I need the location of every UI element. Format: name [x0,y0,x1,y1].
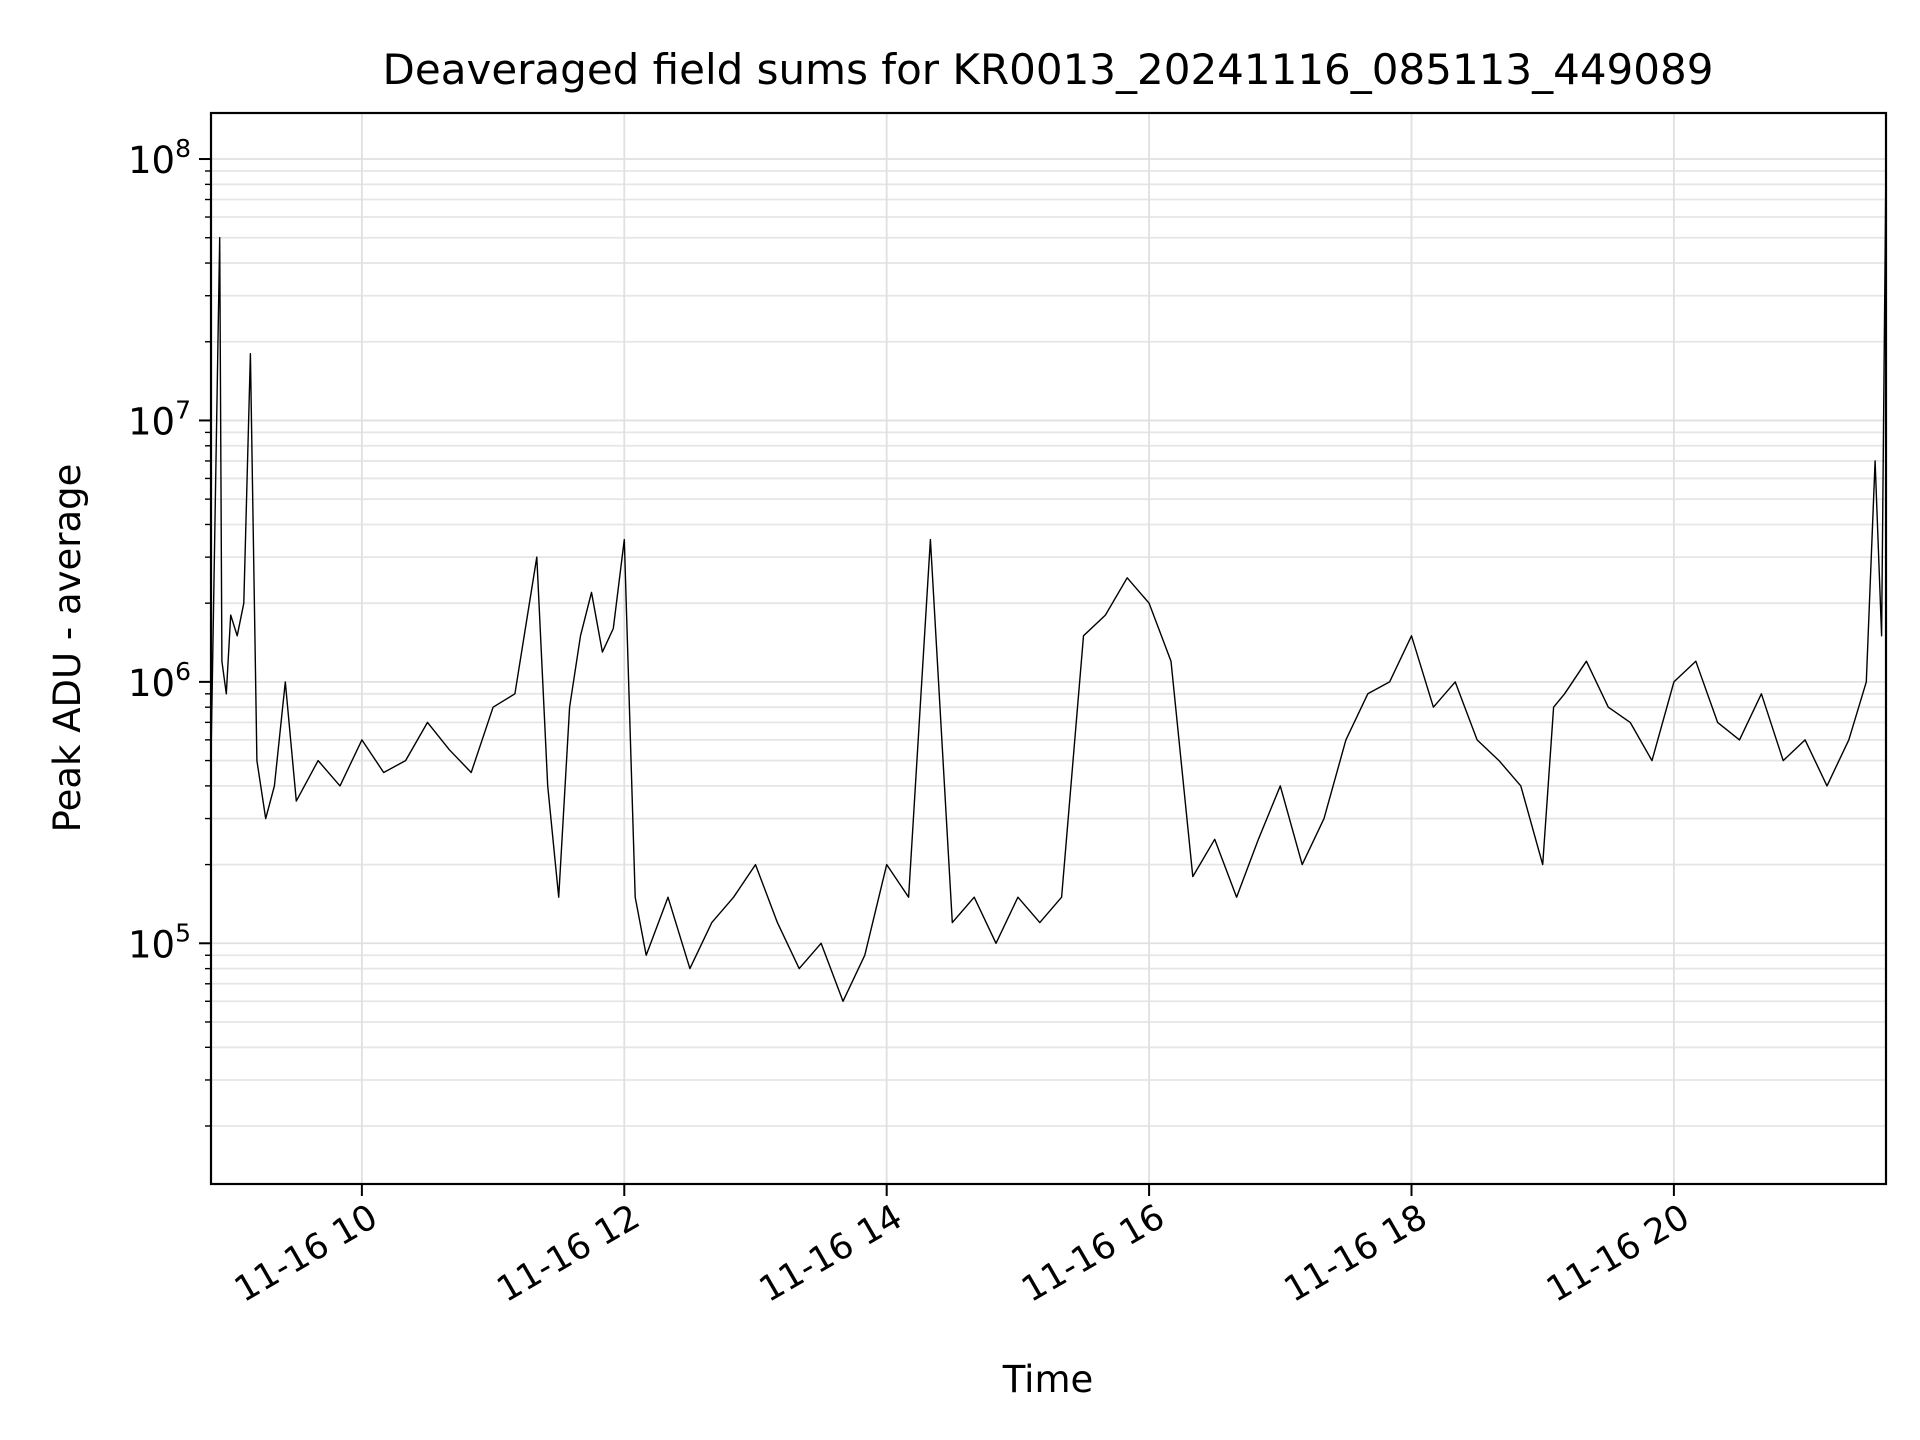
y-tick-label: 105 [128,918,191,966]
series-line [210,158,1887,1002]
grid-minor-lines [211,170,1886,1127]
x-axis-label: Time [1002,1358,1094,1401]
grid-major-lines [211,113,1886,1184]
chart-title: Deaveraged field sums for KR0013_2024111… [383,45,1714,94]
y-tick-label: 106 [128,657,191,705]
y-tick-label: 107 [128,395,191,443]
series-layer [210,158,1887,1002]
y-axis-ticks: 105 106 107 108 [128,134,211,1127]
plot-area-frame [209,111,1888,1186]
y-tick-label: 108 [128,134,191,182]
y-axis-label: Peak ADU - average [46,464,89,833]
